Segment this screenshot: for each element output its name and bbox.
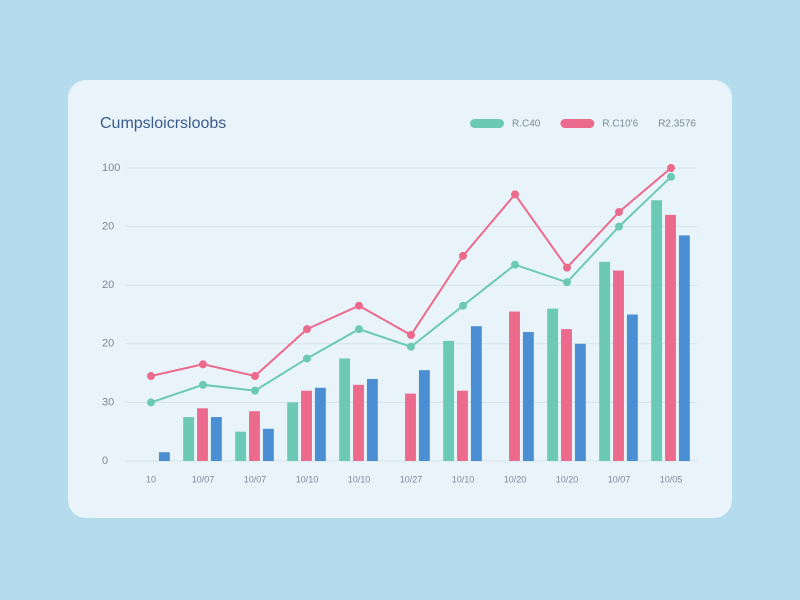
legend-swatch xyxy=(470,119,504,128)
bar xyxy=(470,326,482,461)
bar xyxy=(547,308,559,461)
bar xyxy=(457,390,468,461)
bar xyxy=(210,417,222,461)
x-tick-label: 10/07 xyxy=(608,474,631,484)
bar xyxy=(158,452,170,461)
line-point xyxy=(615,207,623,216)
line-point xyxy=(355,325,363,334)
bar xyxy=(574,343,586,461)
bar xyxy=(301,390,312,461)
bar xyxy=(339,358,351,461)
bar xyxy=(561,329,572,461)
bar xyxy=(626,314,638,461)
bar xyxy=(678,235,690,461)
line-point xyxy=(667,164,675,172)
y-tick-label: 30 xyxy=(102,396,114,408)
legend-label: R2.3576 xyxy=(658,119,696,130)
x-tick-label: 10/20 xyxy=(504,474,527,484)
bar xyxy=(405,393,416,461)
bar xyxy=(197,408,208,461)
bar xyxy=(613,270,624,461)
bar xyxy=(443,340,455,461)
line-point xyxy=(199,360,207,369)
line-point xyxy=(303,325,311,334)
x-tick-label: 10/05 xyxy=(660,474,683,484)
bar xyxy=(366,378,378,461)
line-point xyxy=(615,222,623,231)
line-point xyxy=(407,331,415,340)
line-point xyxy=(459,301,467,310)
x-tick-label: 10/10 xyxy=(348,474,371,484)
x-tick-label: 10 xyxy=(146,474,156,484)
line-point xyxy=(199,380,207,389)
line-point xyxy=(511,190,519,199)
bar xyxy=(183,417,195,461)
legend-label: R.C10'6 xyxy=(602,119,638,130)
bar xyxy=(353,384,364,461)
bar xyxy=(235,431,247,461)
line-point xyxy=(667,172,675,181)
bar xyxy=(287,402,299,461)
y-tick-label: 100 xyxy=(102,162,120,174)
bar xyxy=(522,332,534,461)
line-point xyxy=(459,251,467,260)
line-point xyxy=(563,278,571,287)
x-tick-label: 10/10 xyxy=(296,474,319,484)
line-point xyxy=(251,386,259,395)
line-point xyxy=(251,372,259,381)
line-point xyxy=(147,398,155,407)
line-point xyxy=(563,263,571,272)
bar xyxy=(599,261,611,461)
bar xyxy=(651,200,663,462)
y-tick-label: 20 xyxy=(102,279,114,291)
legend-swatch xyxy=(560,119,595,128)
bar xyxy=(509,311,520,461)
line-point xyxy=(303,354,311,363)
line-point xyxy=(147,372,155,381)
line-point xyxy=(355,301,363,310)
chart-title: Cumpsloicrsloobs xyxy=(100,115,226,132)
y-tick-label: 0 xyxy=(102,455,108,467)
bar xyxy=(418,370,430,461)
y-tick-label: 20 xyxy=(102,338,114,350)
bar xyxy=(665,214,676,461)
bar xyxy=(314,387,326,461)
y-tick-label: 20 xyxy=(102,221,114,233)
x-tick-label: 10/27 xyxy=(400,474,423,484)
x-tick-label: 10/20 xyxy=(556,474,579,484)
bar xyxy=(262,428,274,461)
x-tick-label: 10/07 xyxy=(244,474,267,484)
legend-label: R.C40 xyxy=(512,119,541,130)
x-tick-label: 10/07 xyxy=(192,474,215,484)
line-point xyxy=(407,342,415,351)
bar xyxy=(249,411,260,461)
x-tick-label: 10/10 xyxy=(452,474,475,484)
line-point xyxy=(511,260,519,269)
